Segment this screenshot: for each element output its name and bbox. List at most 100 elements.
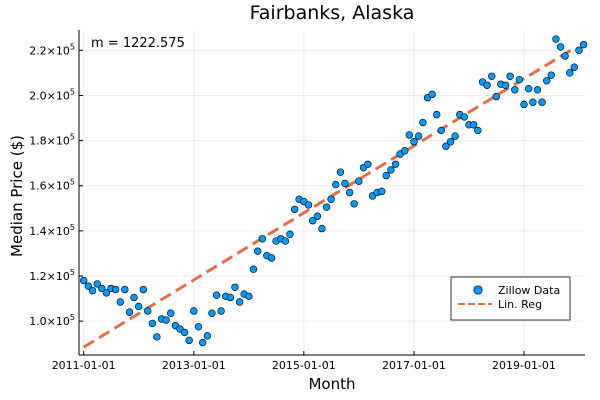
y-tick-exponent: 5: [70, 313, 75, 322]
y-tick-mantissa: 1.4×10: [29, 225, 70, 238]
legend-marker-scatter: [473, 285, 483, 295]
data-point: [139, 285, 148, 294]
x-axis-title: Month: [308, 375, 355, 393]
chart-title: Fairbanks, Alaska: [250, 2, 415, 24]
data-point: [341, 179, 349, 188]
data-point: [322, 203, 331, 211]
data-point: [79, 276, 88, 285]
legend-label-scatter: Zillow Data: [498, 284, 560, 297]
data-point: [570, 63, 579, 71]
data-point: [318, 224, 326, 233]
data-point: [433, 110, 441, 119]
y-tick-label: 2.2×105: [29, 42, 75, 57]
data-point: [492, 92, 500, 101]
x-tick-label: 2015-01-01: [272, 359, 336, 372]
data-point: [212, 291, 221, 299]
data-point: [180, 328, 189, 337]
data-point: [290, 205, 299, 214]
data-point: [501, 81, 510, 89]
data-point: [428, 90, 436, 99]
data-point: [111, 285, 120, 294]
data-point: [313, 212, 322, 220]
y-tick-label: 1.6×105: [29, 178, 75, 193]
data-point: [116, 298, 124, 306]
y-tick-exponent: 5: [70, 42, 75, 51]
data-point: [410, 138, 418, 146]
data-point: [153, 333, 161, 341]
data-point: [309, 217, 317, 225]
data-point: [520, 100, 528, 109]
legend-box: [450, 276, 571, 321]
data-point: [511, 86, 519, 94]
data-point: [387, 166, 395, 174]
y-tick-mantissa: 1.0×10: [29, 315, 70, 328]
data-point: [364, 160, 372, 168]
data-point: [167, 309, 175, 317]
data-point: [286, 230, 294, 238]
data-point: [208, 309, 216, 317]
tick-labels: 2011-01-01 2013-01-01 2015-01-01 2017-01-01…: [29, 42, 556, 372]
data-point: [405, 131, 414, 139]
scatter-points: [79, 35, 588, 347]
data-point: [254, 247, 262, 255]
y-tick-label: 1.8×105: [29, 133, 75, 148]
data-point: [203, 332, 212, 340]
data-point: [515, 75, 524, 84]
data-point: [506, 72, 514, 80]
data-point: [336, 168, 345, 176]
y-tick-label: 1.0×105: [29, 313, 75, 328]
data-point: [88, 286, 97, 295]
data-point: [121, 285, 129, 294]
y-tick-exponent: 5: [70, 223, 75, 232]
x-tick-label: 2011-01-01: [52, 359, 116, 372]
y-tick-exponent: 5: [70, 268, 75, 277]
data-point: [469, 121, 478, 129]
data-point: [144, 307, 152, 315]
y-tick-exponent: 5: [70, 178, 75, 187]
y-tick-mantissa: 2.2×10: [29, 44, 70, 57]
regression-line: [82, 46, 576, 349]
data-point: [575, 46, 583, 55]
y-tick-mantissa: 1.2×10: [29, 270, 70, 283]
data-point: [148, 319, 157, 328]
data-point: [134, 302, 143, 311]
regression-layer: [82, 46, 576, 349]
data-point: [130, 293, 138, 302]
x-tick-label: 2013-01-01: [162, 359, 226, 372]
data-point: [529, 98, 537, 106]
data-point: [304, 201, 313, 209]
data-point: [217, 307, 225, 315]
data-point: [460, 113, 469, 121]
y-tick-mantissa: 1.8×10: [29, 135, 70, 148]
y-tick-label: 2.0×105: [29, 87, 75, 102]
data-point: [226, 293, 235, 302]
y-tick-exponent: 5: [70, 133, 75, 142]
data-point: [258, 235, 267, 243]
x-tick-label: 2017-01-01: [382, 359, 446, 372]
axes: [78, 30, 585, 356]
x-tick-label: 2019-01-01: [492, 359, 556, 372]
data-point: [267, 254, 276, 262]
data-point: [162, 316, 170, 324]
data-point: [125, 308, 134, 316]
y-tick-label: 1.2×105: [29, 268, 75, 283]
data-point: [401, 147, 409, 155]
data-point: [543, 77, 551, 85]
data-point: [579, 40, 588, 49]
data-point: [474, 126, 482, 135]
data-point: [102, 289, 111, 297]
data-point: [552, 35, 560, 43]
data-point: [488, 72, 496, 80]
data-point: [414, 132, 423, 140]
data-point: [382, 171, 390, 180]
y-tick-mantissa: 2.0×10: [29, 89, 70, 102]
data-point: [190, 307, 198, 315]
y-tick-exponent: 5: [70, 87, 75, 96]
data-point: [231, 283, 239, 291]
data-point: [378, 187, 386, 196]
data-point: [391, 160, 400, 168]
data-point: [547, 71, 555, 79]
data-point: [84, 282, 93, 290]
legend-label-regression: Lin. Reg: [498, 298, 542, 311]
